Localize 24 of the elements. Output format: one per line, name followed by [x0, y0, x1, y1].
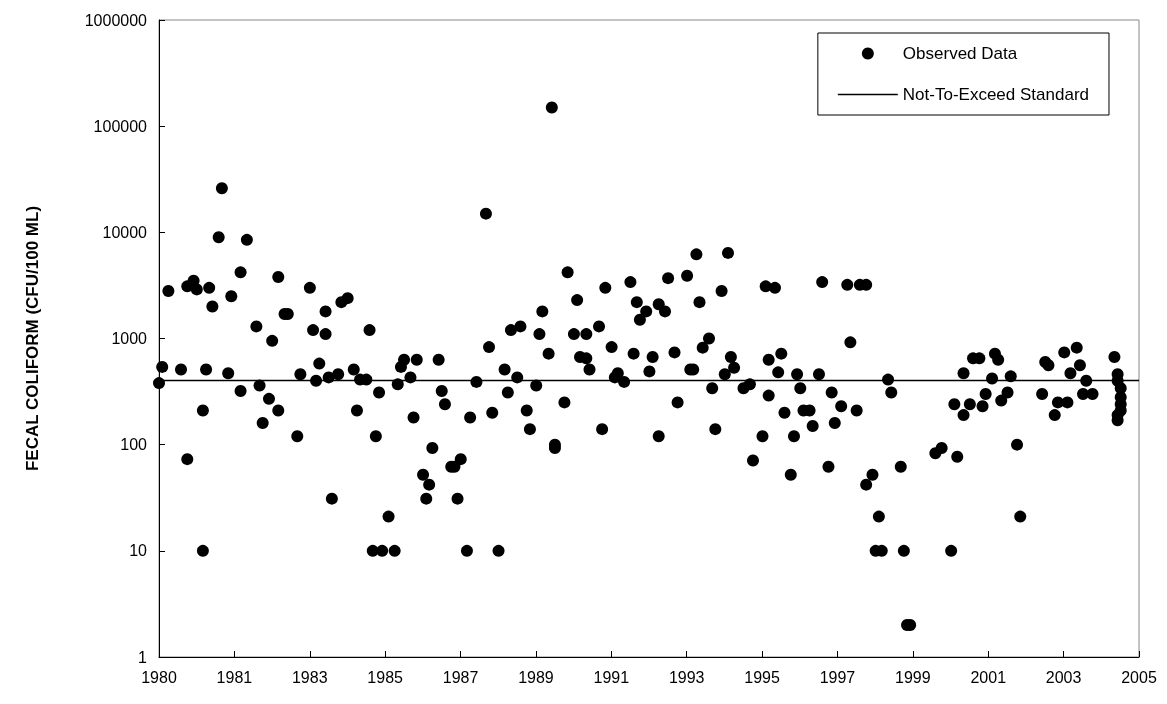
x-tick-label: 1993 [668, 668, 705, 686]
x-tick-label: 1991 [593, 668, 630, 686]
x-tick-label: 2005 [1121, 668, 1157, 686]
x-tick-label: 1980 [141, 668, 177, 686]
x-tick-label: 1987 [442, 668, 479, 686]
x-tick-label: 1985 [367, 668, 404, 686]
x-tick-label: 1995 [744, 668, 780, 686]
x-tick-label: 1997 [819, 668, 856, 686]
y-tick-label: 1000 [111, 330, 148, 347]
y-tick-label: 100000 [93, 117, 148, 135]
y-tick-label: 10 [129, 542, 148, 560]
x-tick-label: 2001 [970, 668, 1007, 686]
legend-label: Observed Data [902, 44, 1018, 63]
x-tick-label: 1989 [518, 668, 554, 686]
x-tick-label: 1983 [291, 668, 328, 686]
x-tick-label: 1999 [895, 668, 931, 686]
x-tick-label: 2003 [1045, 668, 1082, 686]
legend-label: Not-To-Exceed Standard [902, 85, 1089, 104]
y-tick-label: 1 [138, 648, 148, 666]
y-tick-label: 100 [120, 436, 148, 454]
y-axis-title: FECAL COLIFORM (CFU/100 ML) [23, 205, 42, 472]
y-tick-label: 1000000 [84, 11, 148, 29]
y-tick-label: 10000 [102, 223, 148, 241]
x-tick-label: 1981 [216, 668, 253, 686]
